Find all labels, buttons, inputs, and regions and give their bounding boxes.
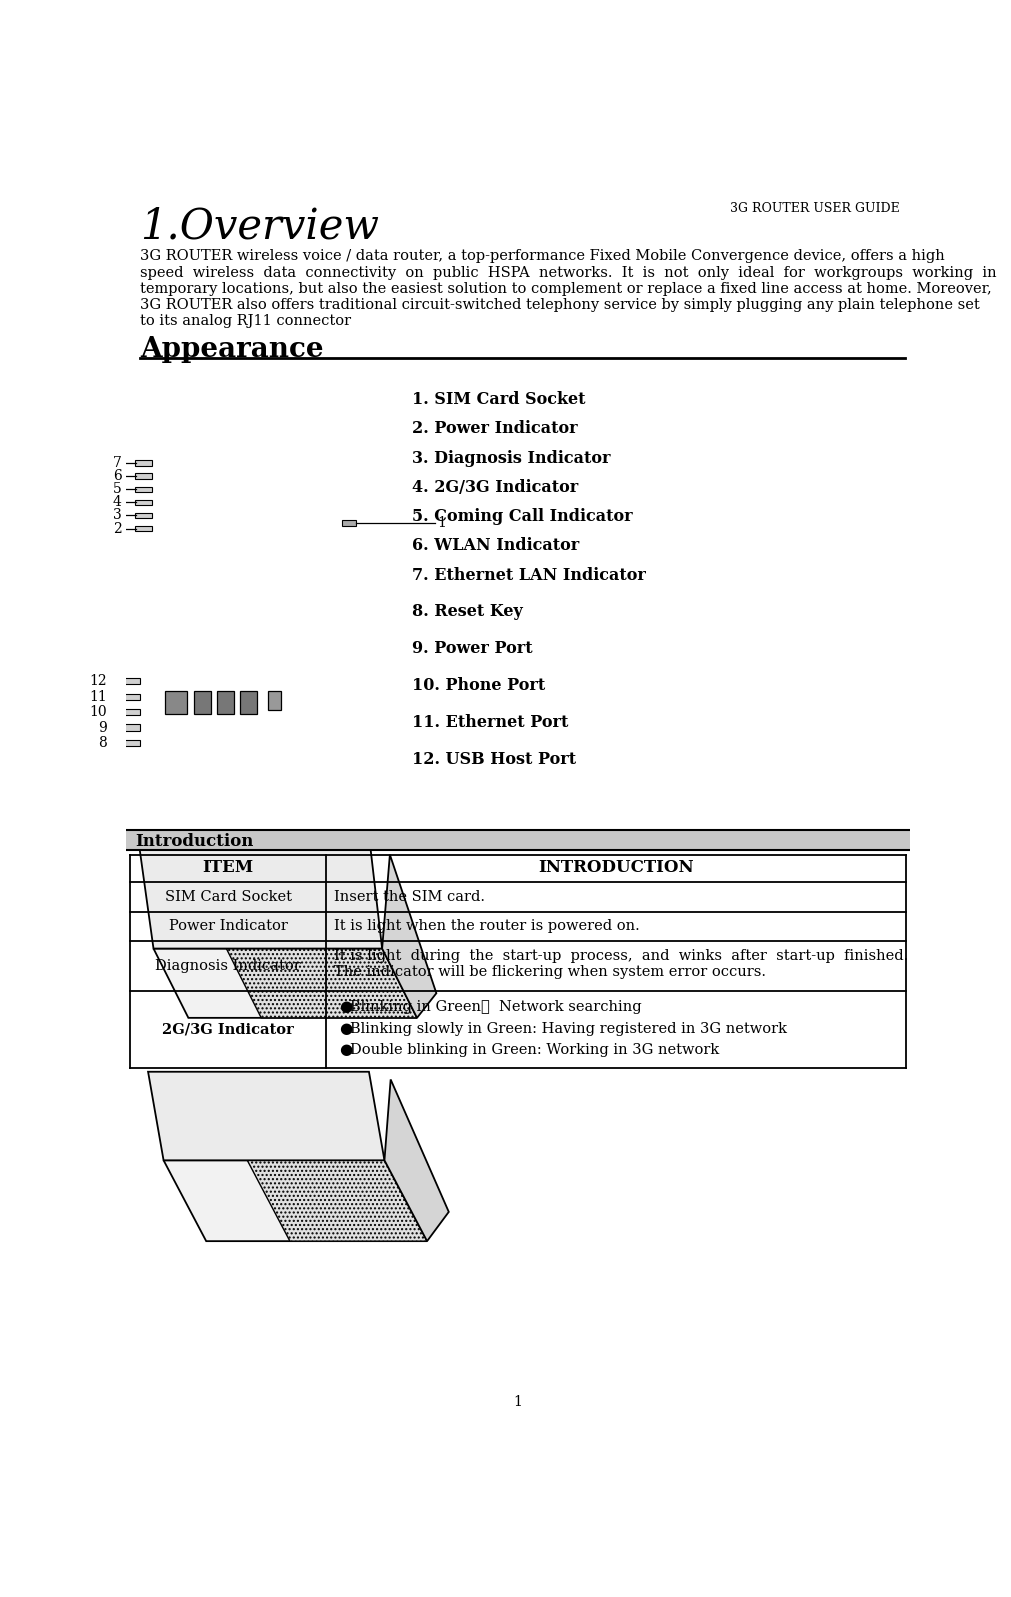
Text: 1.Overview: 1.Overview [141,206,379,248]
Bar [124,679,140,685]
Text: 12. USB Host Port: 12. USB Host Port [411,751,575,768]
Text: ●: ● [339,1000,352,1014]
Text: speed  wireless  data  connectivity  on  public  HSPA  networks.  It  is  not  o: speed wireless data connectivity on publ… [141,265,997,279]
Bar [241,692,258,714]
Bar [165,692,187,714]
Polygon shape [140,848,382,949]
Text: Double blinking in Green: Working in 3G network: Double blinking in Green: Working in 3G … [350,1043,719,1057]
Text: 3: 3 [113,508,121,522]
Bar [134,525,152,532]
Bar [342,519,356,525]
Bar [217,692,235,714]
Bar [124,693,140,699]
Text: Insert the SIM card.: Insert the SIM card. [334,890,485,904]
Text: temporary locations, but also the easiest solution to complement or replace a fi: temporary locations, but also the easies… [141,281,992,295]
Text: ITEM: ITEM [203,859,254,877]
Text: 2. Power Indicator: 2. Power Indicator [411,420,577,438]
Polygon shape [148,1072,384,1161]
Text: 6. WLAN Indicator: 6. WLAN Indicator [411,537,579,554]
Text: 2: 2 [113,522,121,535]
Text: 8: 8 [98,736,107,751]
Text: 7: 7 [113,457,121,470]
Bar [126,830,910,850]
Text: 4. 2G/3G Indicator: 4. 2G/3G Indicator [411,479,578,495]
Polygon shape [382,854,437,1017]
Text: 7. Ethernet LAN Indicator: 7. Ethernet LAN Indicator [411,567,645,583]
Text: 3G ROUTER also offers traditional circuit-switched telephony service by simply p: 3G ROUTER also offers traditional circui… [141,299,980,311]
Text: ●: ● [339,1022,352,1036]
Text: Blinking slowly in Green: Having registered in 3G network: Blinking slowly in Green: Having registe… [350,1022,787,1036]
Text: It is light when the router is powered on.: It is light when the router is powered o… [334,920,640,933]
Text: 11. Ethernet Port: 11. Ethernet Port [411,714,568,731]
Bar [124,709,140,715]
Polygon shape [384,1080,449,1241]
Text: 1: 1 [514,1396,523,1409]
Text: 3. Diagnosis Indicator: 3. Diagnosis Indicator [411,450,610,466]
Text: INTRODUCTION: INTRODUCTION [539,859,694,877]
Bar [194,692,211,714]
Text: 1: 1 [437,516,446,530]
Text: 1. SIM Card Socket: 1. SIM Card Socket [411,391,585,409]
Text: 6: 6 [113,470,121,484]
Bar [134,487,152,492]
Text: 3G ROUTER USER GUIDE: 3G ROUTER USER GUIDE [730,203,900,216]
Text: Power Indicator: Power Indicator [169,920,288,933]
Bar [124,739,140,746]
Text: to its analog RJ11 connector: to its analog RJ11 connector [141,315,352,327]
Text: 8. Reset Key: 8. Reset Key [411,602,523,620]
Bar [134,473,152,479]
Text: 5: 5 [113,482,121,497]
Text: 2G/3G Indicator: 2G/3G Indicator [163,1022,294,1036]
Bar [134,513,152,517]
Text: 11: 11 [89,690,107,704]
Bar [134,460,152,466]
Polygon shape [226,949,417,1017]
Text: 10. Phone Port: 10. Phone Port [411,677,545,693]
Polygon shape [248,1161,427,1241]
Text: ●: ● [339,1043,352,1057]
Text: It is light  during  the  start-up  process,  and  winks  after  start-up  finis: It is light during the start-up process,… [334,949,908,963]
Text: 5. Coming Call Indicator: 5. Coming Call Indicator [411,508,632,525]
Bar [268,692,281,709]
Polygon shape [154,949,417,1017]
Bar [124,725,140,731]
Text: 12: 12 [89,674,107,688]
Text: Diagnosis Indicator: Diagnosis Indicator [156,958,301,973]
Text: The indicator will be flickering when system error occurs.: The indicator will be flickering when sy… [334,966,766,979]
Text: 10: 10 [89,706,107,719]
Text: 3G ROUTER wireless voice / data router, a top-performance Fixed Mobile Convergen: 3G ROUTER wireless voice / data router, … [141,249,945,264]
Text: 9: 9 [98,720,107,735]
Text: 4: 4 [113,495,121,509]
Text: SIM Card Socket: SIM Card Socket [165,890,292,904]
Text: Blinking in Green：  Network searching: Blinking in Green： Network searching [350,1000,641,1014]
Polygon shape [164,1161,427,1241]
Text: Appearance: Appearance [141,337,324,364]
Bar [134,500,152,505]
Text: Introduction: Introduction [135,834,254,850]
Text: 9. Power Port: 9. Power Port [411,640,532,656]
